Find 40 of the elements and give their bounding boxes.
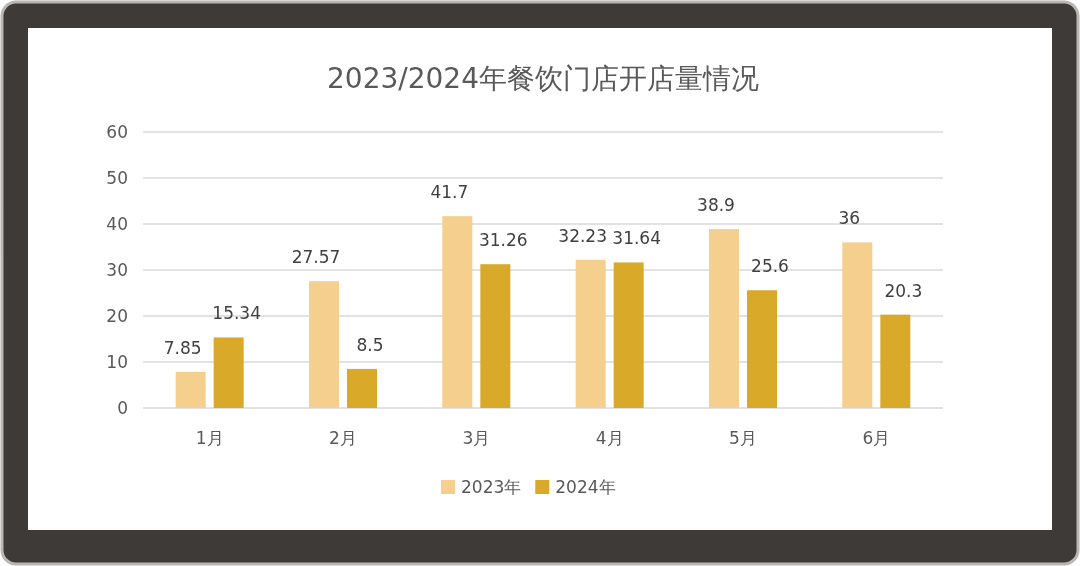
- y-tick-label: 50: [106, 168, 128, 188]
- chart-title: 2023/2024年餐饮门店开店量情况: [327, 62, 759, 95]
- y-tick-label: 60: [106, 122, 128, 142]
- data-label: 32.23: [558, 225, 607, 246]
- x-tick-label: 4月: [595, 428, 624, 448]
- legend-label: 2023年: [461, 477, 522, 497]
- x-tick-label: 6月: [862, 428, 891, 448]
- data-label: 31.64: [612, 228, 661, 249]
- bar: [442, 216, 473, 408]
- legend-label: 2024年: [555, 477, 616, 497]
- bar: [480, 264, 511, 408]
- bar: [309, 281, 339, 408]
- bar: [880, 314, 911, 408]
- data-label: 38.9: [697, 195, 735, 216]
- bar: [842, 242, 873, 408]
- data-label: 41.7: [430, 182, 469, 203]
- x-tick-label: 1月: [195, 428, 224, 448]
- x-tick-label: 3月: [462, 428, 491, 448]
- data-label: 25.6: [751, 256, 789, 277]
- data-label: 36: [838, 208, 861, 229]
- y-tick-label: 40: [106, 214, 128, 234]
- data-label: 20.3: [884, 280, 923, 301]
- x-tick-label: 5月: [729, 428, 757, 448]
- bar: [347, 368, 377, 408]
- data-label: 27.57: [291, 247, 341, 268]
- bar: [213, 337, 244, 408]
- y-tick-label: 10: [106, 352, 128, 372]
- data-label: 15.34: [212, 303, 261, 324]
- bar: [709, 229, 739, 408]
- bar: [613, 262, 644, 408]
- bar: [175, 371, 206, 408]
- y-tick-label: 20: [106, 306, 128, 326]
- x-tick-label: 2月: [329, 428, 357, 448]
- data-label: 31.26: [479, 230, 528, 251]
- data-label: 7.85: [163, 337, 202, 358]
- y-tick-label: 30: [106, 260, 128, 280]
- y-tick-label: 0: [117, 398, 128, 418]
- data-label: 8.5: [356, 334, 384, 355]
- bar: [575, 259, 606, 408]
- bar: [747, 290, 777, 408]
